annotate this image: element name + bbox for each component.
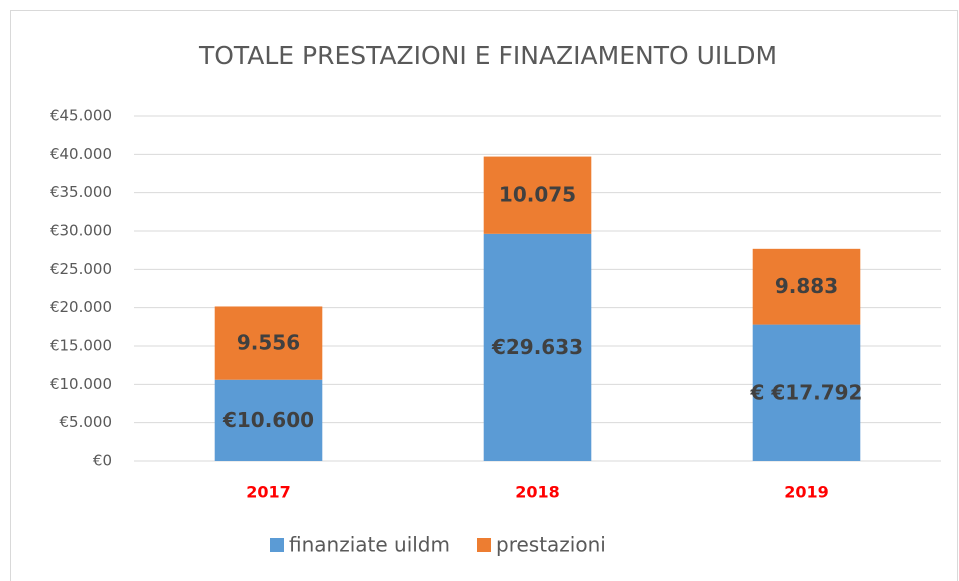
x-tick-label: 2019 bbox=[784, 483, 829, 502]
bar-segment bbox=[483, 156, 592, 234]
legend-label: finanziate uildm bbox=[289, 533, 450, 557]
data-label: 9.883 bbox=[775, 274, 838, 298]
y-tick-label: €40.000 bbox=[50, 145, 112, 163]
y-tick-label: €0 bbox=[93, 452, 112, 470]
y-tick-label: €35.000 bbox=[50, 183, 112, 201]
y-tick-label: €20.000 bbox=[50, 298, 112, 316]
legend-swatch bbox=[477, 538, 491, 552]
y-tick-label: €5.000 bbox=[60, 413, 113, 431]
legend-swatch bbox=[270, 538, 284, 552]
bar-segment bbox=[483, 233, 592, 461]
bar-segment bbox=[752, 248, 861, 325]
legend-label: prestazioni bbox=[496, 533, 606, 557]
bar-segment bbox=[214, 306, 323, 380]
data-label: 9.556 bbox=[237, 331, 300, 355]
data-label: 10.075 bbox=[499, 183, 576, 207]
x-tick-label: 2017 bbox=[246, 483, 291, 502]
chart-title: TOTALE PRESTAZIONI E FINAZIAMENTO UILDM bbox=[198, 41, 777, 70]
x-tick-label: 2018 bbox=[515, 483, 560, 502]
data-label: €10.600 bbox=[222, 408, 314, 432]
y-tick-label: €10.000 bbox=[50, 375, 112, 393]
y-tick-label: €30.000 bbox=[50, 222, 112, 240]
data-label: €29.633 bbox=[491, 335, 583, 359]
bar-segment bbox=[752, 324, 861, 461]
y-tick-label: €45.000 bbox=[50, 107, 112, 125]
y-tick-label: €15.000 bbox=[50, 337, 112, 355]
data-label: € €17.792 bbox=[750, 380, 863, 404]
y-tick-label: €25.000 bbox=[50, 260, 112, 278]
bar-segment bbox=[214, 379, 323, 461]
